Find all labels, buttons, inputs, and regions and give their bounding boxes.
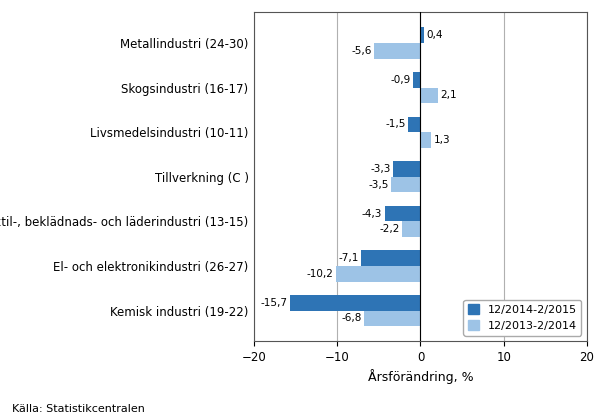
Text: -3,3: -3,3: [370, 164, 391, 174]
Text: 0,4: 0,4: [427, 30, 443, 40]
Text: -15,7: -15,7: [260, 298, 287, 308]
Bar: [420, 27, 423, 43]
Text: -2,2: -2,2: [379, 224, 400, 234]
Bar: [364, 311, 420, 326]
Bar: [391, 177, 420, 193]
Bar: [385, 206, 420, 221]
Bar: [336, 266, 420, 282]
Text: -4,3: -4,3: [362, 208, 382, 218]
Text: Källa: Statistikcentralen: Källa: Statistikcentralen: [12, 404, 145, 414]
X-axis label: Årsförändring, %: Årsförändring, %: [368, 369, 473, 384]
Text: 1,3: 1,3: [434, 135, 450, 145]
Legend: 12/2014-2/2015, 12/2013-2/2014: 12/2014-2/2015, 12/2013-2/2014: [463, 300, 581, 336]
Bar: [413, 72, 420, 88]
Text: -7,1: -7,1: [339, 253, 359, 263]
Bar: [420, 132, 431, 148]
Bar: [290, 295, 420, 311]
Text: -5,6: -5,6: [351, 46, 371, 56]
Bar: [420, 88, 438, 103]
Bar: [402, 221, 420, 237]
Bar: [374, 43, 420, 59]
Bar: [361, 250, 420, 266]
Text: -10,2: -10,2: [306, 269, 333, 279]
Text: -3,5: -3,5: [368, 180, 389, 190]
Text: 2,1: 2,1: [440, 90, 457, 100]
Text: -0,9: -0,9: [390, 75, 410, 85]
Text: -6,8: -6,8: [341, 313, 361, 323]
Bar: [393, 161, 420, 177]
Text: -1,5: -1,5: [385, 119, 405, 129]
Bar: [408, 116, 420, 132]
